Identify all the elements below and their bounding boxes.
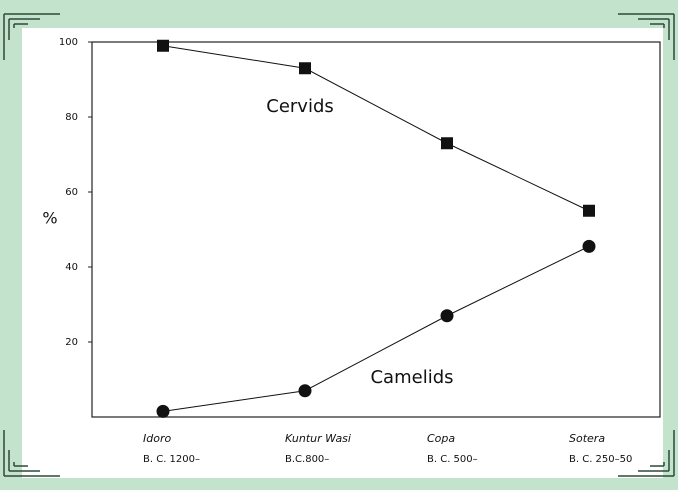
corner-ornaments	[3, 13, 675, 477]
series-line	[162, 245, 590, 412]
x-tick-label: Copa	[427, 432, 455, 445]
x-tick-label: Kuntur Wasi	[285, 432, 351, 445]
x-tick-label: Idoro	[143, 432, 171, 445]
marker	[156, 404, 170, 418]
marker	[298, 384, 312, 398]
marker	[583, 204, 595, 217]
x-tick-period: B.C.800–	[285, 454, 329, 465]
series-annotation: Camelids	[370, 367, 453, 388]
panel	[22, 28, 663, 478]
series-annotation: Cervids	[266, 96, 334, 117]
y-tick-label: 20	[65, 337, 78, 348]
y-tick-label: 100	[59, 37, 78, 48]
marker	[440, 309, 454, 323]
plot-frame	[91, 41, 661, 418]
y-axis-label: %	[42, 209, 57, 228]
marker	[157, 39, 169, 52]
y-tick-label: 60	[65, 187, 78, 198]
series-line	[162, 45, 590, 212]
marker	[441, 137, 453, 150]
y-tick-label: 40	[65, 262, 78, 273]
x-tick-label: Sotera	[569, 432, 605, 445]
x-tick-period: B. C. 500–	[427, 454, 478, 465]
y-tick-label: 80	[65, 112, 78, 123]
x-tick-period: B. C. 250–50	[569, 454, 632, 465]
x-tick-period: B. C. 1200–	[143, 454, 200, 465]
marker	[582, 239, 596, 253]
marker	[299, 62, 311, 75]
